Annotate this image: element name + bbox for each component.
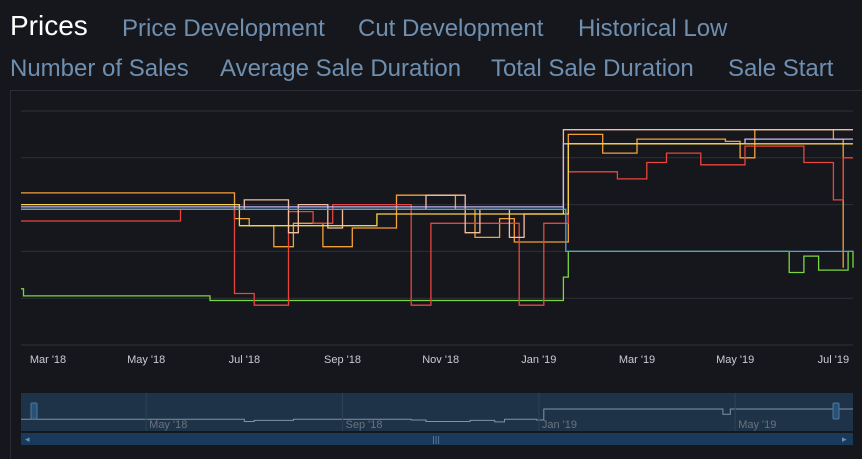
series-line-6[interactable] — [21, 143, 853, 227]
x-tick-label: Jul '18 — [229, 354, 260, 366]
x-axis: Mar '18 May '18 Jul '18 Sep '18 Nov '18 Jan '… — [30, 354, 849, 366]
tab-total-sale-duration[interactable]: Total Sale Duration — [491, 55, 694, 82]
tab-number-of-sales[interactable]: Number of Sales — [10, 55, 189, 82]
navigator-tick-label: May '19 — [738, 419, 776, 431]
navigator-tick-label: May '18 — [149, 419, 187, 431]
series-layer — [21, 129, 854, 306]
grid-layer — [21, 110, 853, 346]
scroll-grip-icon[interactable]: ||| — [432, 435, 440, 444]
navigator-axis: May '18 Sep '18 Jan '19 May '19 — [145, 393, 776, 431]
tab-historical-low[interactable]: Historical Low — [578, 15, 728, 42]
series-line-3[interactable] — [21, 145, 853, 306]
price-history-chart: Mar '18 May '18 Jul '18 Sep '18 Nov '18 Jan '… — [21, 110, 854, 445]
x-tick-label: Jul '19 — [818, 354, 849, 366]
x-tick-label: Mar '19 — [619, 354, 655, 366]
tab-sale-start[interactable]: Sale Start — [728, 55, 834, 82]
range-navigator[interactable]: May '18 Sep '18 Jan '19 May '19 ◂ ▸ ||| — [21, 393, 853, 445]
x-tick-label: Mar '18 — [30, 354, 66, 366]
tab-average-sale-duration[interactable]: Average Sale Duration — [220, 55, 462, 82]
x-tick-label: Sep '18 — [324, 354, 361, 366]
navigator-selected-range[interactable] — [21, 393, 853, 431]
navigator-tick-label: Jan '19 — [542, 419, 577, 431]
scroll-right-arrow-icon[interactable]: ▸ — [842, 435, 847, 445]
tab-prices[interactable]: Prices — [10, 10, 88, 41]
chart-tab-bar: Prices Price Development Cut Development… — [0, 0, 862, 92]
tab-cut-development[interactable]: Cut Development — [358, 15, 544, 42]
navigator-left-handle[interactable] — [30, 402, 38, 420]
navigator-scrollbar[interactable] — [21, 433, 853, 445]
series-line-2[interactable] — [21, 129, 844, 268]
series-line-7[interactable] — [21, 208, 853, 253]
navigator-tick-label: Sep '18 — [346, 419, 383, 431]
navigator-right-handle[interactable] — [832, 402, 840, 420]
x-tick-label: Nov '18 — [422, 354, 459, 366]
series-line-5[interactable] — [21, 138, 853, 208]
navigator-series-line — [21, 408, 853, 423]
price-chart-panel: Mar '18 May '18 Jul '18 Sep '18 Nov '18 Jan '… — [10, 90, 862, 459]
tab-price-development[interactable]: Price Development — [122, 15, 325, 42]
series-line-1[interactable] — [21, 250, 854, 302]
x-tick-label: Jan '19 — [521, 354, 556, 366]
x-tick-label: May '19 — [716, 354, 754, 366]
scroll-left-arrow-icon[interactable]: ◂ — [25, 435, 30, 445]
x-tick-label: May '18 — [127, 354, 165, 366]
